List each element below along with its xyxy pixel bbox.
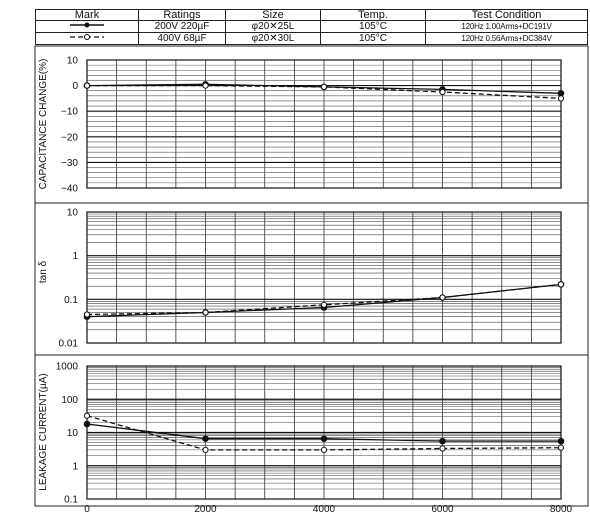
y-tick-label: −30: [61, 158, 78, 169]
y-tick-label: 1000: [56, 362, 79, 373]
data-point-open: [557, 444, 565, 451]
legend-table: Mark Ratings Size Temp. Test Condition 2…: [35, 9, 588, 45]
data-point-filled: [202, 435, 209, 443]
y-tick-label: 1: [72, 461, 78, 472]
data-point-open: [439, 294, 446, 301]
legend-mark-dashed: [35, 32, 139, 45]
data-point-open: [320, 446, 328, 453]
data-point-open: [83, 82, 91, 89]
plot-area-frame: [86, 59, 562, 189]
series-line-dashed: [87, 84, 562, 100]
data-point-open: [83, 311, 91, 318]
legend-size: φ20✕30L: [225, 32, 321, 45]
y-axis-label: LEAKAGE CURRENT(µA): [38, 373, 49, 490]
data-point-open: [557, 281, 565, 288]
data-point-filled: [320, 435, 328, 443]
chart-panel: 10 0 −10 −20 −30 −40 CAPACITANCE CHANGE(%): [38, 56, 565, 195]
data-point-filled: [557, 89, 565, 97]
y-axis-label: CAPACITANCE CHANGE(%): [38, 59, 49, 190]
legend-header-row: Mark Ratings Size Temp. Test Condition: [35, 9, 588, 21]
y-tick-label: 1: [72, 251, 78, 262]
open-circle-dashed-line-icon: [70, 34, 104, 40]
y-tick-label: 0.1: [64, 495, 78, 506]
y-tick-label: −20: [61, 132, 78, 143]
data-point-open: [202, 309, 209, 316]
data-point-open: [320, 83, 328, 90]
data-point-filled: [83, 420, 91, 428]
data-point-open: [202, 82, 209, 89]
x-tick-label: 4000: [313, 504, 336, 515]
data-point-open: [320, 301, 328, 308]
chart-outer-frame: [34, 45, 589, 507]
x-tick-label: 2000: [194, 504, 217, 515]
x-tick-label: 6000: [431, 504, 454, 515]
data-point-open: [439, 445, 446, 452]
y-tick-label: 10: [67, 56, 79, 67]
data-point-open: [557, 95, 565, 102]
y-tick-label: 0: [72, 81, 78, 92]
data-point-open: [202, 446, 209, 453]
y-tick-label: −10: [61, 107, 78, 118]
data-point-open: [83, 412, 91, 419]
data-point-open: [439, 88, 446, 96]
y-axis-label: tan δ: [38, 260, 49, 283]
data-point-filled: [557, 437, 565, 445]
chart-panel: 1000 100 10 1 0.1 LEAKAGE CURRENT(µA) 0 2000 400…: [38, 362, 573, 515]
series-line-dashed: [86, 283, 562, 316]
plot-area-frame: [86, 211, 562, 344]
data-point-filled: [439, 437, 446, 445]
x-tick-label: 0: [84, 504, 90, 515]
chart-panel: 10 1 0.1 0.01 tan δ: [38, 208, 565, 350]
y-tick-label: 10: [67, 428, 79, 439]
y-tick-label: 0.1: [64, 295, 78, 306]
y-tick-label: 100: [61, 395, 78, 406]
solid-dot-line-icon: [70, 22, 104, 28]
y-tick-label: 10: [67, 208, 79, 219]
legend-condition: 120Hz 0.56Arms+DC384V: [425, 32, 588, 45]
y-tick-label: −40: [61, 184, 78, 195]
y-tick-label: 0.01: [59, 339, 79, 350]
x-tick-label: 8000: [550, 504, 573, 515]
legend-row: 400V 68µF φ20✕30L 105°C 120Hz 0.56Arms+D…: [35, 32, 588, 45]
plot-area-frame: [86, 365, 562, 500]
